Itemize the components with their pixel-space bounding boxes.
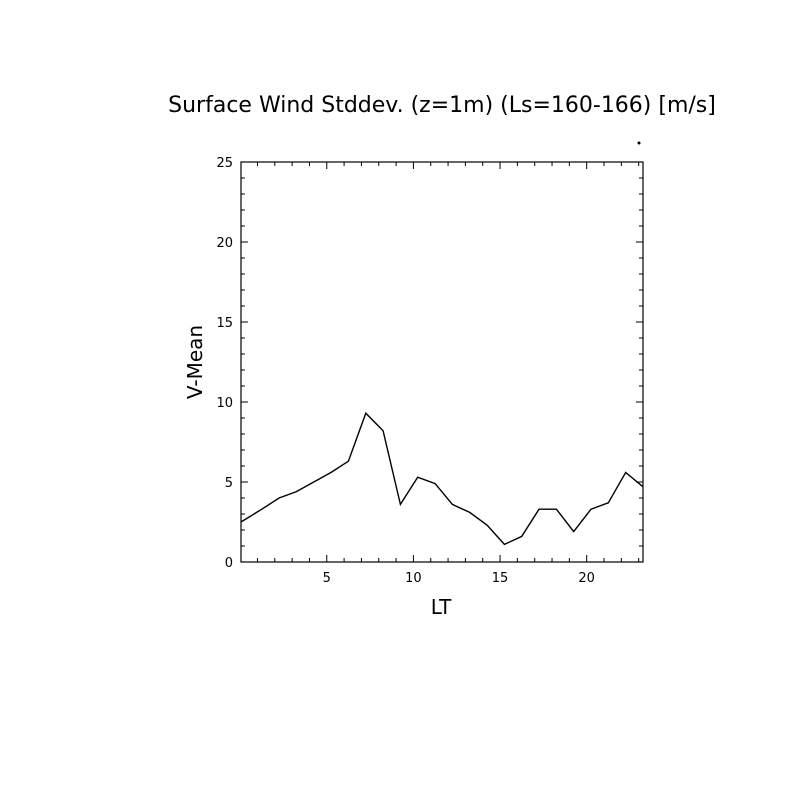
y-tick-label: 0 [225,556,233,571]
chart-title: Surface Wind Stddev. (z=1m) (Ls=160-166)… [168,93,716,118]
x-axis-label: LT [431,595,452,619]
y-tick-label: 10 [216,396,233,411]
corner-dot [637,141,641,145]
series-line [240,411,644,546]
y-tick-label: 5 [225,476,233,491]
x-tick-label: 15 [492,571,509,586]
x-tick-label: 5 [323,571,331,586]
y-tick-label: 25 [216,156,233,171]
y-tick-label: 20 [216,236,233,251]
x-tick-label: 10 [405,571,422,586]
plot-area: 5 10 15 20 0 5 10 15 20 25 [216,156,644,586]
x-tick-label: 20 [578,571,595,586]
plot-frame [240,161,644,563]
y-tick-label: 15 [216,316,233,331]
y-axis-label: V-Mean [183,325,207,399]
